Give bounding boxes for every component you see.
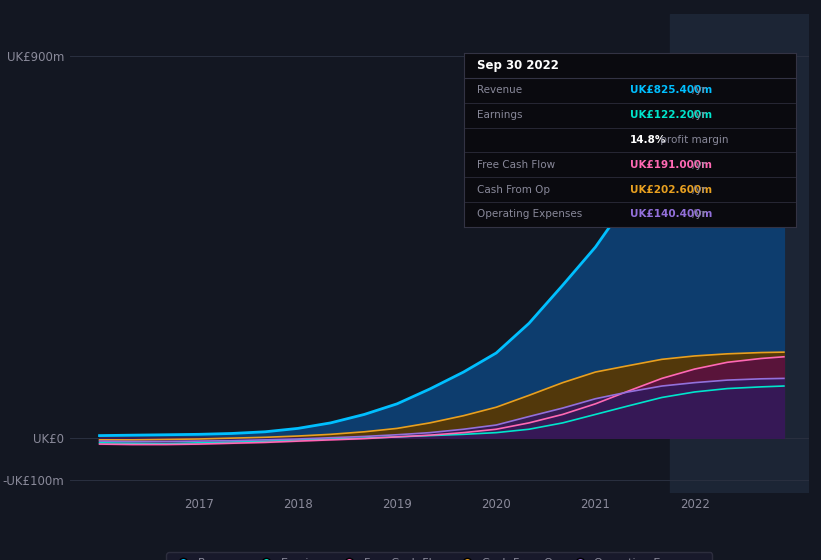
Text: UK£202.600m: UK£202.600m (631, 185, 713, 195)
Text: Free Cash Flow: Free Cash Flow (477, 160, 555, 170)
Text: Earnings: Earnings (477, 110, 523, 120)
Text: Revenue: Revenue (477, 85, 522, 95)
Text: /yr: /yr (689, 110, 706, 120)
Text: /yr: /yr (689, 185, 706, 195)
Text: UK£825.400m: UK£825.400m (631, 85, 713, 95)
Text: UK£122.200m: UK£122.200m (631, 110, 713, 120)
Legend: Revenue, Earnings, Free Cash Flow, Cash From Op, Operating Expenses: Revenue, Earnings, Free Cash Flow, Cash … (167, 552, 712, 560)
Text: profit margin: profit margin (657, 135, 728, 145)
Text: UK£191.000m: UK£191.000m (631, 160, 712, 170)
Text: /yr: /yr (689, 209, 706, 220)
Text: /yr: /yr (689, 160, 706, 170)
Text: Operating Expenses: Operating Expenses (477, 209, 582, 220)
Bar (670, 14, 809, 493)
Text: Sep 30 2022: Sep 30 2022 (477, 59, 559, 72)
Text: Cash From Op: Cash From Op (477, 185, 550, 195)
Text: 14.8%: 14.8% (631, 135, 667, 145)
Text: UK£140.400m: UK£140.400m (631, 209, 713, 220)
Text: /yr: /yr (689, 85, 706, 95)
